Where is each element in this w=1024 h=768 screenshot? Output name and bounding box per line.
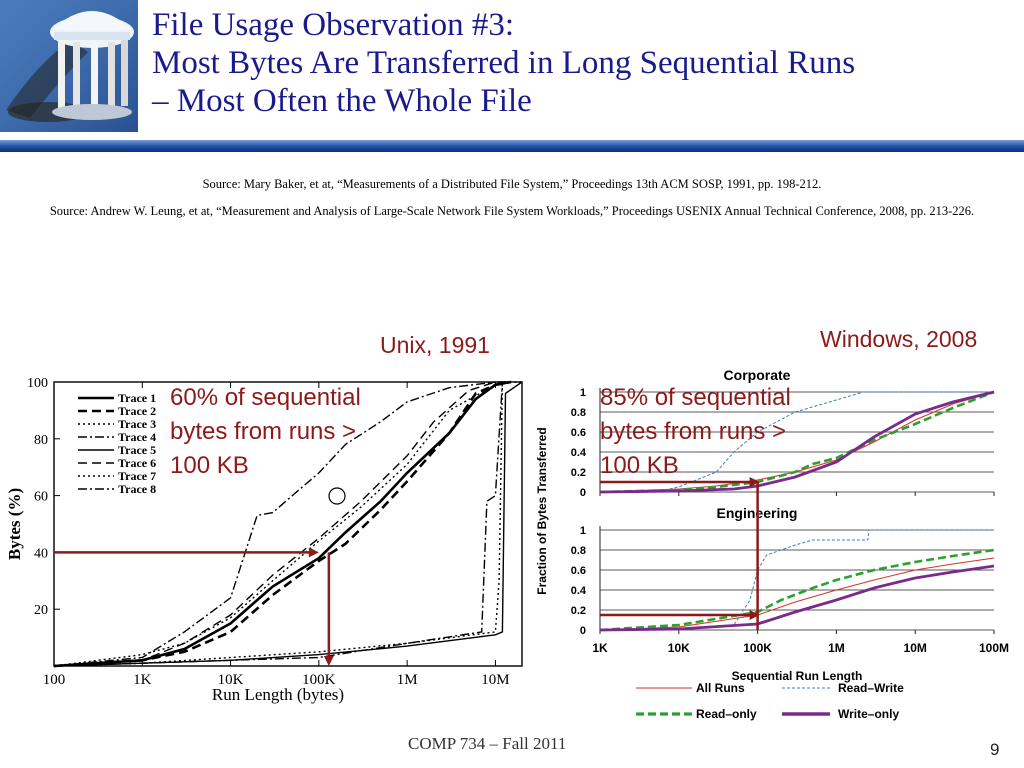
title-line-2: Most Bytes Are Transferred in Long Seque… xyxy=(152,45,856,81)
corporate-y-tick-label: 0.2 xyxy=(571,467,586,479)
unix-note-line-3: 100 KB xyxy=(170,452,249,479)
unix-series-trace-8 xyxy=(53,381,496,667)
unix-note-line-2: bytes from runs > xyxy=(170,418,357,445)
windows-2008-label: Windows, 2008 xyxy=(820,326,978,352)
unix-series-trace-1 xyxy=(53,380,512,668)
unix-x-tick-label: 100K xyxy=(302,672,336,688)
source-leung: Source: Andrew W. Leung, et at, “Measure… xyxy=(49,204,975,218)
unix-annotation-arrow-down xyxy=(323,656,334,666)
unix-plot-frame xyxy=(53,381,523,667)
corporate-y-tick-label: 1 xyxy=(580,387,586,399)
windows-x-tick-label: 10M xyxy=(904,641,927,655)
unix-series-trace-5 xyxy=(53,381,523,667)
windows-x-tick-label: 1M xyxy=(828,641,845,655)
unix-y-tick-label: 80 xyxy=(34,433,48,448)
engineering-series-write-only xyxy=(599,564,995,632)
windows-x-tick-label: 100K xyxy=(743,641,772,655)
title-divider xyxy=(0,140,1024,152)
unix-legend-label-trace-2: Trace 2 xyxy=(118,404,156,418)
unix-x-tick-label: 1K xyxy=(133,672,152,688)
corporate-title: Corporate xyxy=(724,367,791,383)
unix-series-trace-4 xyxy=(53,381,504,667)
windows-legend-label-write-only: Write–only xyxy=(838,707,899,721)
unix-series-trace-2 xyxy=(53,380,512,668)
windows-x-axis-label: Sequential Run Length xyxy=(732,669,863,683)
engineering-y-tick-label: 0.2 xyxy=(571,605,586,617)
corporate-series-write-only xyxy=(599,390,995,494)
unix-1991-label: Unix, 1991 xyxy=(380,332,490,358)
unix-y-tick-label: 60 xyxy=(34,490,48,505)
windows-legend-label-all-runs: All Runs xyxy=(696,681,745,695)
corporate-annotation-arrow xyxy=(749,477,760,487)
unix-series-trace-6 xyxy=(53,381,511,667)
unix-x-axis-label: Run Length (bytes) xyxy=(212,685,344,704)
windows-note: 85% of sequential bytes from runs > 100 … xyxy=(600,381,791,483)
corporate-y-tick-label: 0.6 xyxy=(571,427,586,439)
page-number: 9 xyxy=(990,740,1000,759)
engineering-annotation-arrow xyxy=(749,610,760,620)
unix-1991-chart: 100 1K 10K 100K 1M 10M 20 40 60 80 100 Run Length (… xyxy=(5,376,523,704)
unix-legend-label-trace-1: Trace 1 xyxy=(118,391,156,405)
engineering-series-read-write xyxy=(600,529,994,631)
unix-series-trace-3 xyxy=(53,381,522,667)
title-line-3: – Most Often the Whole File xyxy=(152,83,532,119)
well-logo xyxy=(0,0,138,132)
unix-legend-label-trace-7: Trace 7 xyxy=(118,469,156,483)
unix-y-tick-label: 40 xyxy=(34,546,48,561)
slide-title: File Usage Observation #3: Most Bytes Ar… xyxy=(152,6,855,120)
unix-y-axis-label: Bytes (%) xyxy=(5,488,24,560)
unix-note-line-1: 60% of sequential xyxy=(170,384,361,411)
windows-note-line-3: 100 KB xyxy=(600,452,679,479)
corporate-y-tick-label: 0 xyxy=(580,487,586,499)
engineering-y-tick-label: 0.6 xyxy=(571,565,586,577)
source-baker: Source: Mary Baker, et at, “Measurements… xyxy=(202,177,822,191)
unix-series-trace-7 xyxy=(53,381,512,667)
corporate-y-tick-label: 0.8 xyxy=(571,407,586,419)
unix-y-tick-label: 20 xyxy=(34,603,48,618)
windows-2008-charts: Corporate00.20.40.60.81Engineering00.20.… xyxy=(535,367,1009,721)
windows-x-tick-label: 10K xyxy=(668,641,690,655)
windows-x-tick-label: 100M xyxy=(979,641,1009,655)
engineering-y-tick-label: 0 xyxy=(580,625,586,637)
unix-legend-label-trace-8: Trace 8 xyxy=(118,482,156,496)
corporate-series-read-only xyxy=(599,390,995,494)
unix-x-tick-label: 1M xyxy=(397,672,418,688)
unix-annotation-arrow-right xyxy=(308,547,319,558)
engineering-y-tick-label: 1 xyxy=(580,525,586,537)
windows-legend-label-read-only: Read–only xyxy=(696,707,757,721)
engineering-y-tick-label: 0.4 xyxy=(571,585,587,597)
unix-y-tick-label: 100 xyxy=(27,376,48,391)
unix-legend-label-trace-6: Trace 6 xyxy=(118,456,156,470)
engineering-series-all-runs xyxy=(599,557,995,631)
engineering-y-tick-label: 0.8 xyxy=(571,545,586,557)
unix-x-tick-label: 10M xyxy=(481,672,509,688)
course-footer: COMP 734 – Fall 2011 xyxy=(408,734,567,753)
unix-x-tick-label: 10K xyxy=(218,672,244,688)
unix-circled-point xyxy=(328,487,346,505)
windows-x-tick-label: 1K xyxy=(592,641,608,655)
unix-legend-label-trace-4: Trace 4 xyxy=(118,430,156,444)
unix-legend-label-trace-5: Trace 5 xyxy=(118,443,156,457)
windows-legend-label-read-write: Read–Write xyxy=(838,681,904,695)
windows-y-axis-label: Fraction of Bytes Transferred xyxy=(535,427,549,594)
unix-legend-label-trace-3: Trace 3 xyxy=(118,417,156,431)
windows-note-line-1: 85% of sequential xyxy=(600,384,791,411)
windows-note-line-2: bytes from runs > xyxy=(600,418,787,445)
engineering-series-read-only xyxy=(599,548,995,632)
title-line-1: File Usage Observation #3: xyxy=(152,7,515,43)
unix-note: 60% of sequential bytes from runs > 100 … xyxy=(170,381,361,483)
unix-x-tick-label: 100 xyxy=(43,672,66,688)
corporate-y-tick-label: 0.4 xyxy=(571,447,587,459)
